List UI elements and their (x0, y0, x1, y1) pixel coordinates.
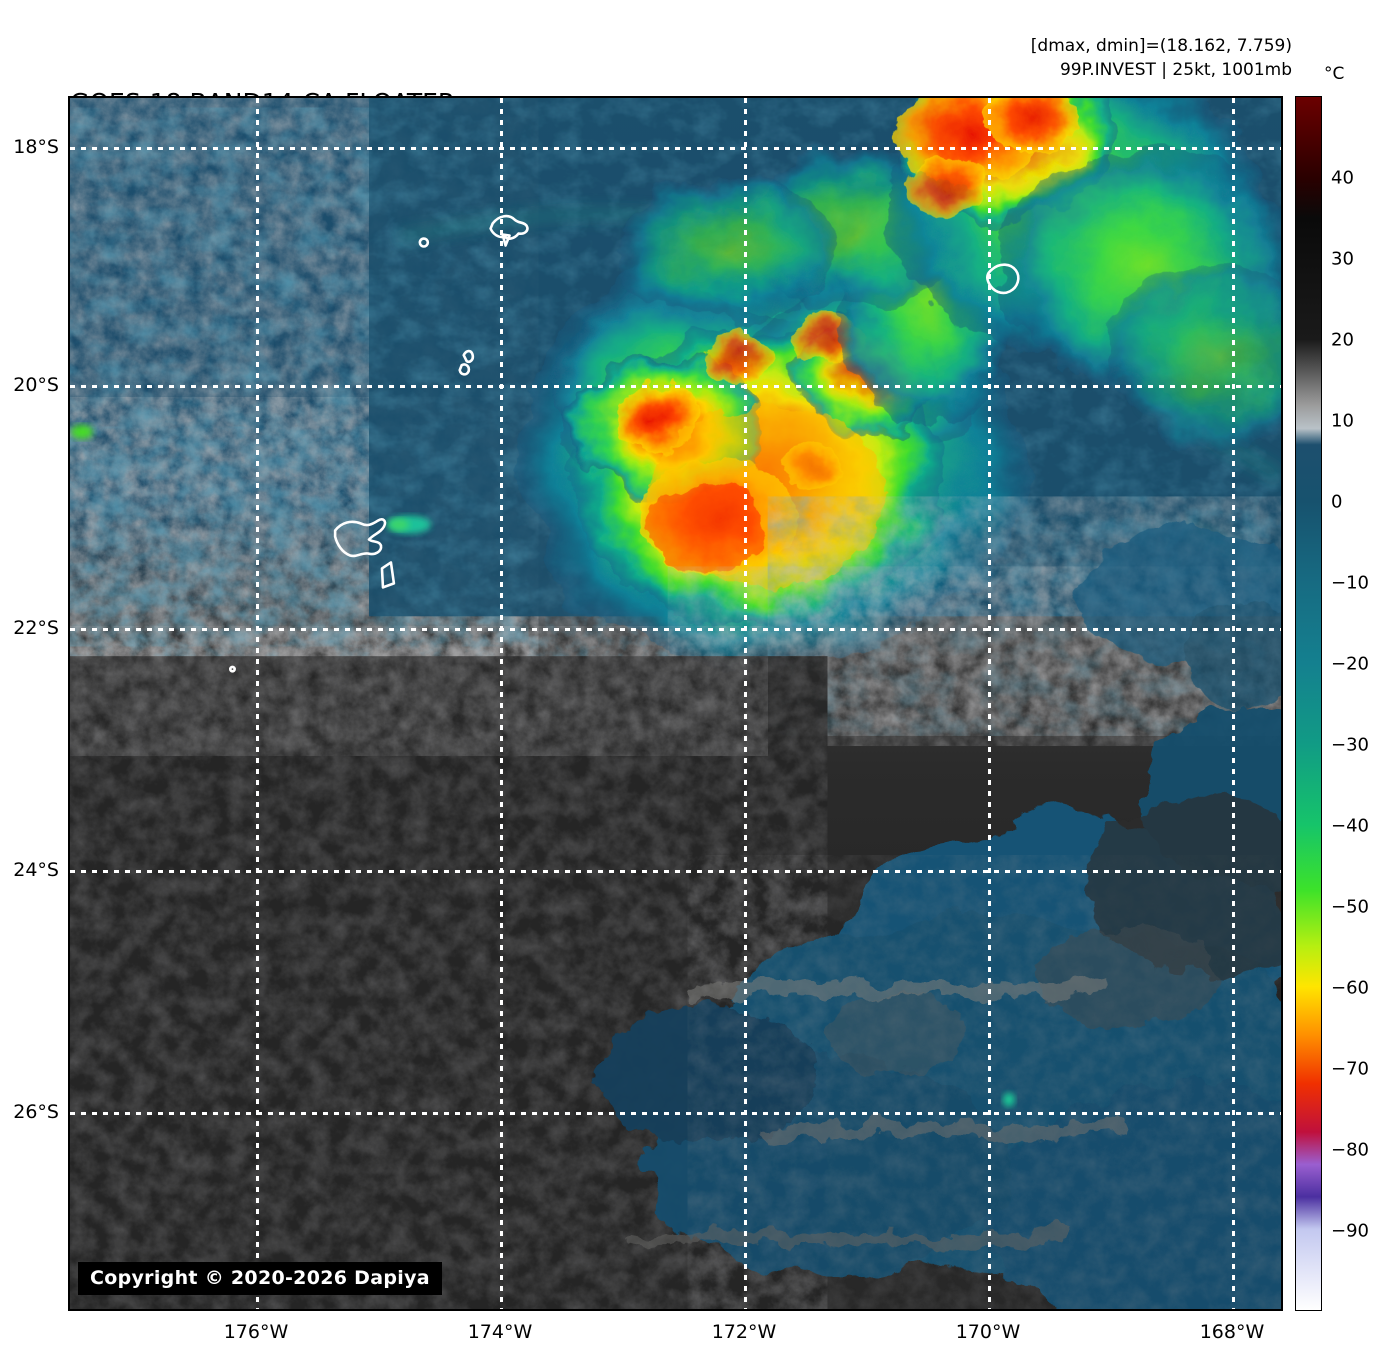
dmax-dmin-label: [dmax, dmin]=(18.162, 7.759) (1030, 36, 1292, 56)
colorbar-unit-label: °C (1324, 64, 1345, 84)
x-axis-tick-label: 168°W (1199, 1321, 1265, 1343)
colorbar-tick-label: −50 (1331, 896, 1369, 918)
satellite-image-plot[interactable]: Copyright © 2020-2026 Dapiya (68, 96, 1283, 1311)
y-axis-tick-label: 20°S (13, 374, 59, 396)
colorbar-tick-label: 0 (1331, 491, 1343, 513)
colorbar-tick-label: −30 (1331, 734, 1369, 756)
colorbar-tick-label: 40 (1331, 167, 1354, 189)
colorbar-tick-label: −60 (1331, 977, 1369, 999)
y-axis-tick-label: 26°S (13, 1101, 59, 1123)
y-axis-tick-label: 24°S (13, 859, 59, 881)
y-axis-tick-label: 22°S (13, 617, 59, 639)
colorbar-tick-label: 20 (1331, 329, 1354, 351)
temperature-colorbar[interactable] (1295, 96, 1322, 1311)
copyright-watermark: Copyright © 2020-2026 Dapiya (78, 1262, 442, 1295)
x-axis-tick-label: 172°W (711, 1321, 777, 1343)
satellite-imagery (70, 98, 1281, 1309)
header-info-block: [dmax, dmin]=(18.162, 7.759) 99P.INVEST … (1031, 34, 1292, 82)
colorbar-tick-label: −90 (1331, 1220, 1369, 1242)
colorbar-tick-label: −40 (1331, 815, 1369, 837)
x-axis-tick-label: 170°W (955, 1321, 1021, 1343)
x-axis-tick-label: 174°W (467, 1321, 533, 1343)
island-coastline-outlines (228, 214, 1020, 673)
x-axis-tick-label: 176°W (223, 1321, 289, 1343)
colorbar-tick-label: 10 (1331, 410, 1354, 432)
colorbar-tick-label: −20 (1331, 653, 1369, 675)
colorbar-tick-label: −70 (1331, 1058, 1369, 1080)
colorbar-tick-label: −80 (1331, 1139, 1369, 1161)
storm-info-label: 99P.INVEST | 25kt, 1001mb (1059, 60, 1292, 81)
y-axis-tick-label: 18°S (13, 136, 59, 158)
colorbar-tick-label: 30 (1331, 248, 1354, 270)
colorbar-gradient (1296, 97, 1321, 1310)
colorbar-tick-label: −10 (1331, 572, 1369, 594)
